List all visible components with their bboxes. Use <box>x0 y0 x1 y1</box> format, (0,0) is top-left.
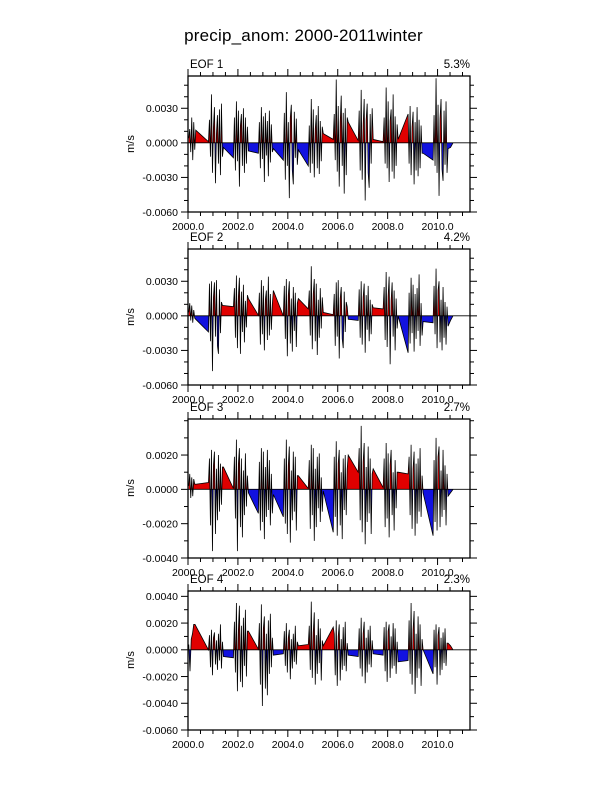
x-tick-label: 2008.0 <box>372 739 404 751</box>
panel3-y-axis-title: m/s <box>125 479 137 497</box>
x-tick-label: 2004.0 <box>272 221 304 233</box>
y-tick-label: -0.0020 <box>142 671 178 683</box>
x-tick-label: 2010.0 <box>421 221 453 233</box>
y-tick-label: -0.0030 <box>142 172 178 184</box>
panel2-variance-label: 4.2% <box>443 232 470 244</box>
x-tick-label: 2000.0 <box>172 221 204 233</box>
y-tick-label: 0.0020 <box>146 618 178 630</box>
timeseries-line <box>188 601 454 706</box>
panel3-title: EOF 3 <box>190 402 224 414</box>
x-tick-label: 2002.0 <box>222 394 254 406</box>
panel3-variance-label: 2.7% <box>443 402 470 414</box>
panel4-y-axis-title: m/s <box>125 651 137 669</box>
y-tick-label: -0.0060 <box>142 207 178 219</box>
y-tick-label: 0.0000 <box>146 645 178 657</box>
timeseries-line <box>188 266 454 372</box>
panel1-y-axis-title: m/s <box>125 135 137 153</box>
plot-box <box>187 418 471 559</box>
plot-box <box>187 590 471 731</box>
panel2-title: EOF 2 <box>190 232 224 244</box>
x-tick-label: 2002.0 <box>222 221 254 233</box>
panel4-title: EOF 4 <box>190 574 224 586</box>
x-tick-label: 2006.0 <box>322 567 354 579</box>
plot-box <box>187 75 471 213</box>
x-tick-label: 2004.0 <box>272 567 304 579</box>
y-tick-label: 0.0040 <box>146 591 178 603</box>
y-tick-label: -0.0060 <box>142 380 178 392</box>
x-tick-label: 2000.0 <box>172 394 204 406</box>
y-tick-label: -0.0060 <box>142 725 178 737</box>
x-tick-label: 2004.0 <box>272 739 304 751</box>
y-tick-label: -0.0040 <box>142 553 178 565</box>
x-tick-label: 2010.0 <box>421 567 453 579</box>
panel4-variance-label: 2.3% <box>443 574 470 586</box>
panel1-title: EOF 1 <box>190 59 224 71</box>
y-tick-label: 0.0000 <box>146 311 178 323</box>
x-tick-label: 2010.0 <box>421 394 453 406</box>
eof-panel-2 <box>181 242 477 392</box>
x-tick-label: 2010.0 <box>421 739 453 751</box>
x-tick-label: 2000.0 <box>172 739 204 751</box>
plot-box <box>187 248 471 386</box>
x-tick-label: 2008.0 <box>372 394 404 406</box>
x-tick-label: 2008.0 <box>372 221 404 233</box>
y-tick-label: -0.0020 <box>142 518 178 530</box>
x-tick-label: 2002.0 <box>222 567 254 579</box>
eof-panel-3 <box>181 412 477 565</box>
x-tick-label: 2000.0 <box>172 567 204 579</box>
panel2-y-axis-title: m/s <box>125 308 137 326</box>
x-tick-label: 2004.0 <box>272 394 304 406</box>
y-tick-label: 0.0020 <box>146 450 178 462</box>
y-tick-label: 0.0030 <box>146 276 178 288</box>
timeseries-line <box>188 78 454 201</box>
x-tick-label: 2002.0 <box>222 739 254 751</box>
x-tick-label: 2006.0 <box>322 739 354 751</box>
negative-anomaly-fill <box>188 489 454 552</box>
y-tick-label: 0.0000 <box>146 138 178 150</box>
y-tick-label: 0.0030 <box>146 103 178 115</box>
figure-title: precip_anom: 2000-2011winter <box>184 26 423 45</box>
y-tick-label: 0.0000 <box>146 484 178 496</box>
x-tick-label: 2006.0 <box>322 394 354 406</box>
eof-panel-4 <box>181 584 477 737</box>
eof-panel-1 <box>181 69 477 219</box>
y-tick-label: -0.0040 <box>142 698 178 710</box>
panel1-variance-label: 5.3% <box>443 59 470 71</box>
y-tick-label: -0.0030 <box>142 345 178 357</box>
x-tick-label: 2008.0 <box>372 567 404 579</box>
x-tick-label: 2006.0 <box>322 221 354 233</box>
timeseries-line <box>188 425 454 552</box>
